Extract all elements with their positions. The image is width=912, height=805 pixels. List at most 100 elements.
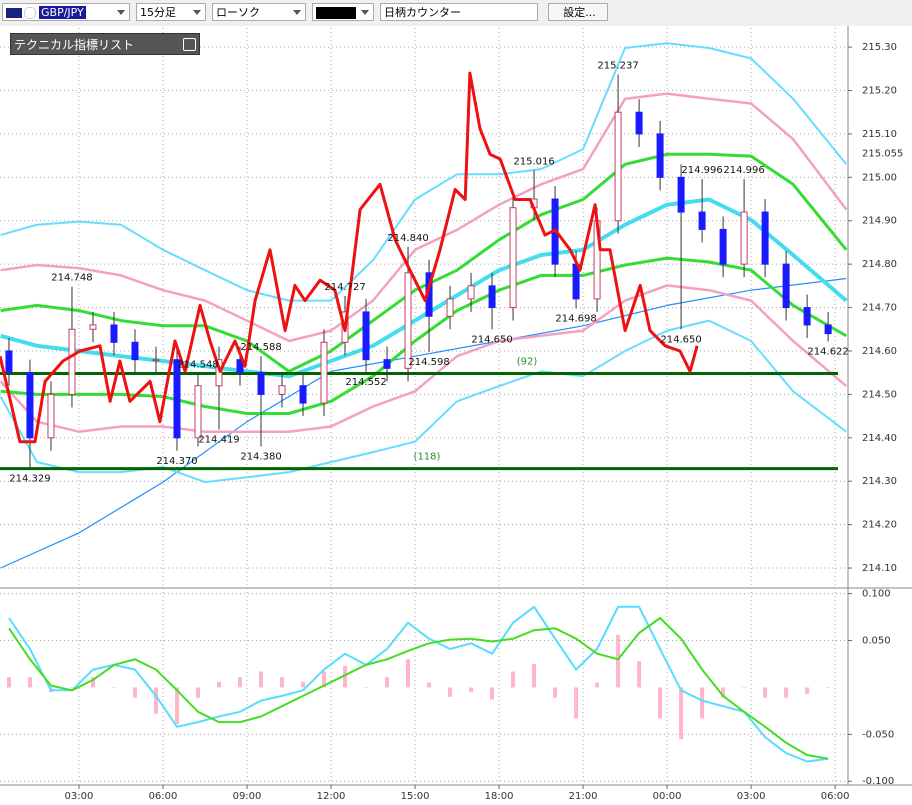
candle-body [236, 359, 244, 374]
histogram-bar [90, 677, 95, 688]
color-select[interactable] [312, 3, 374, 21]
histogram-bar [238, 677, 243, 688]
candle-body [152, 359, 160, 362]
y-tick-label: 215.20 [862, 86, 897, 97]
timeframe-select[interactable]: 15分足 [136, 3, 206, 21]
candle-body [824, 324, 832, 335]
y-tick-label: 214.40 [862, 433, 897, 444]
candle-body [110, 324, 118, 343]
y-tick-label: 215.10 [862, 129, 897, 140]
x-tick-label: 03:00 [65, 791, 94, 802]
price-annotation: 214.996 [723, 165, 764, 176]
price-annotation: 214.698 [555, 313, 596, 324]
price-annotation: 214.419 [198, 435, 239, 446]
y-tick-label: 214.90 [862, 216, 897, 227]
candle-body [362, 311, 370, 361]
candle-body [782, 263, 790, 309]
line [0, 42, 848, 302]
candle-body [194, 385, 202, 439]
symbol: GBP/JPY [39, 6, 86, 19]
x-tick-label: 00:00 [653, 791, 682, 802]
price-annotation: 214.840 [387, 233, 428, 244]
symbol-select[interactable]: GBP/JPY [2, 3, 130, 21]
candle-body [614, 111, 622, 222]
histogram-bar [658, 687, 663, 719]
y-tick-label: 215.00 [862, 172, 897, 183]
counter-label: (118) [414, 452, 441, 463]
histogram-bar [195, 687, 200, 698]
line [0, 92, 848, 343]
histogram-bar [153, 687, 158, 714]
histogram-bar [301, 681, 306, 688]
candle-body [26, 372, 34, 439]
chart-type-select[interactable]: ローソク [212, 3, 306, 21]
candle-body [467, 285, 475, 300]
histogram-bar [448, 687, 453, 697]
histogram-bar [406, 659, 411, 688]
indicator-panel[interactable]: テクニカル指標リスト [10, 33, 200, 55]
y-tick-label: 0.100 [862, 589, 891, 600]
counter-field[interactable]: 日柄カウンター [380, 3, 538, 21]
y-tick-label: -0.050 [862, 729, 894, 740]
settings: 設定... [563, 6, 596, 19]
candle-body [257, 372, 265, 395]
candle-body [509, 207, 517, 309]
background [0, 26, 912, 805]
price-annotation: 215.237 [597, 60, 638, 71]
candle-body [89, 324, 97, 330]
macd-plot [0, 588, 848, 785]
candle-body [761, 211, 769, 265]
candle-body [740, 211, 748, 265]
y-tick-label: 214.60 [862, 346, 897, 357]
candle-body [635, 111, 643, 135]
candle-body [131, 341, 139, 361]
candle-body [404, 272, 412, 369]
candle-body [656, 133, 664, 178]
counter: 日柄カウンター [384, 6, 461, 19]
indicator-panel-title: テクニカル指標リスト [14, 38, 135, 52]
y-tick-label: 215.30 [862, 42, 897, 53]
last-value-label: 215.055 [862, 148, 903, 159]
histogram-bar [721, 687, 726, 698]
price-annotation: 215.016 [513, 156, 554, 167]
y-tick-label: 214.80 [862, 259, 897, 270]
histogram-bar [427, 682, 432, 688]
histogram-bar [364, 687, 369, 688]
x-tick-label: 21:00 [569, 791, 598, 802]
x-tick-label: 03:00 [737, 791, 766, 802]
x-tick-label: 15:00 [401, 791, 430, 802]
histogram-bar [679, 687, 684, 740]
candle-body [383, 359, 391, 369]
y-tick-label: -0.100 [862, 776, 894, 787]
histogram-bar [490, 687, 495, 700]
candle-body [698, 211, 706, 230]
price-annotation: 214.380 [240, 451, 281, 462]
price-annotation: 214.748 [51, 273, 92, 284]
candle-body [320, 341, 328, 404]
price-annotation: 214.622 [807, 346, 848, 357]
candle-body [173, 359, 181, 439]
settings-button[interactable]: 設定... [548, 3, 608, 21]
candle-body [719, 228, 727, 265]
histogram-bar [174, 687, 179, 725]
price-annotation: 214.370 [156, 456, 197, 467]
histogram-bar [742, 687, 747, 688]
line [8, 617, 829, 760]
price-plot: (92) (118) 214.329 214.748 214.370 214.548 214… [0, 28, 848, 588]
histogram-bar [217, 681, 222, 688]
line [8, 605, 829, 763]
histogram-bar [385, 677, 390, 688]
x-tick-label: 06:00 [821, 791, 850, 802]
price-annotation: 214.996 [681, 165, 722, 176]
histogram-bar [553, 687, 558, 698]
price-annotation: 214.329 [9, 474, 50, 485]
candle-body [5, 350, 13, 374]
price-annotation: 214.588 [240, 342, 281, 353]
histogram-bar [27, 677, 32, 688]
histogram-bar [700, 687, 705, 719]
line [0, 284, 848, 433]
price-annotation: 214.650 [660, 334, 701, 345]
candle-body [47, 393, 55, 439]
histogram-bar [511, 671, 516, 688]
